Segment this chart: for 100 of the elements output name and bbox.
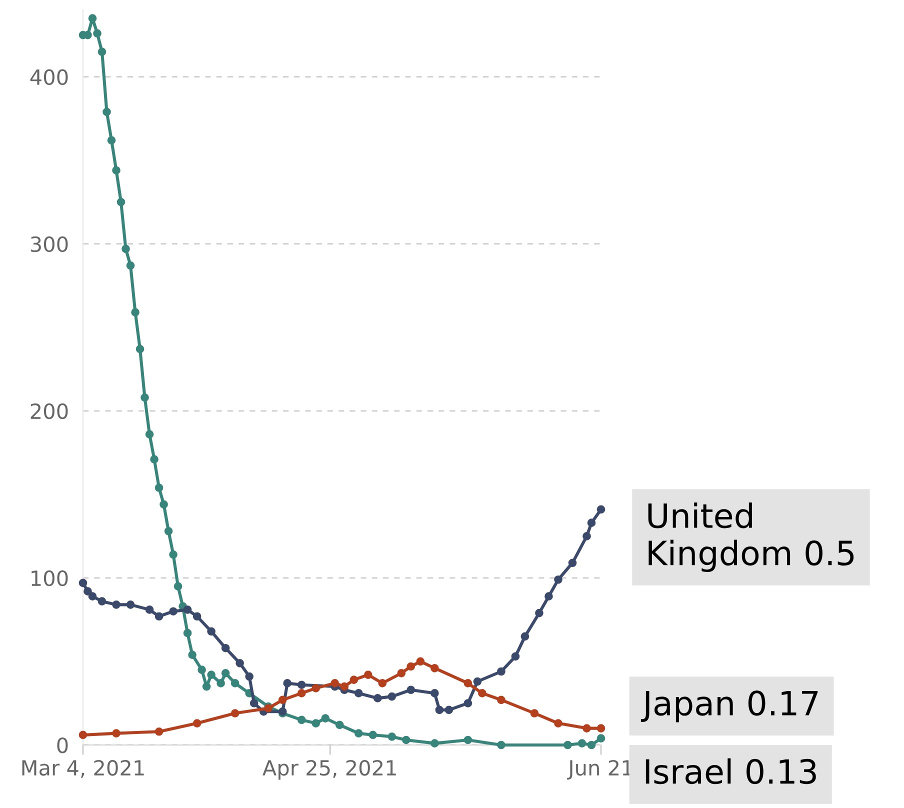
point: [183, 628, 192, 638]
point: [497, 667, 506, 676]
point: [402, 736, 410, 744]
point: [202, 682, 211, 691]
point: [568, 558, 577, 568]
point: [578, 739, 586, 748]
point: [297, 680, 306, 690]
point: [107, 136, 116, 144]
y-tick-label: 100: [32, 570, 68, 586]
point: [388, 732, 396, 741]
point: [430, 664, 439, 672]
point: [520, 632, 530, 641]
point: [169, 550, 178, 559]
annotation: Israel 0.13: [646, 758, 816, 784]
point: [464, 699, 472, 708]
point: [207, 627, 216, 636]
point: [544, 592, 553, 600]
point: [188, 650, 196, 659]
point: [78, 578, 88, 588]
y-tick-label: 0: [57, 737, 68, 754]
point: [378, 679, 387, 688]
point: [368, 730, 378, 740]
point: [511, 652, 520, 661]
point: [230, 679, 240, 688]
point: [373, 694, 382, 702]
annotation: United Kingdom 0.5: [648, 502, 854, 572]
point: [145, 430, 154, 438]
point: [88, 592, 97, 600]
point: [126, 600, 135, 609]
point: [297, 716, 306, 724]
point: [596, 505, 606, 514]
point: [236, 658, 244, 668]
point: [192, 719, 202, 728]
point: [435, 706, 444, 714]
point: [160, 500, 168, 509]
point: [430, 739, 439, 748]
point: [250, 699, 258, 708]
point: [554, 575, 562, 584]
point: [102, 108, 111, 116]
y-tick-label: 400: [30, 69, 68, 86]
point: [330, 679, 340, 688]
point: [535, 608, 544, 618]
point: [145, 606, 154, 614]
point: [473, 677, 482, 686]
point: [93, 29, 102, 38]
point: [444, 706, 454, 714]
point: [154, 612, 164, 621]
point: [126, 261, 135, 270]
point: [131, 308, 140, 317]
point: [464, 736, 472, 744]
x-tick-label: Apr 25, 2021: [262, 760, 396, 780]
point: [154, 727, 164, 736]
x-tick-label: Mar 4, 2021: [22, 760, 144, 778]
point: [140, 393, 149, 402]
point: [150, 455, 158, 464]
point: [198, 666, 206, 674]
point: [283, 679, 292, 688]
point: [221, 669, 230, 678]
point: [406, 686, 416, 694]
point: [340, 682, 349, 691]
point: [497, 740, 506, 750]
point: [136, 344, 144, 354]
point: [98, 48, 106, 56]
point: [464, 679, 472, 688]
point: [478, 689, 486, 698]
point: [430, 689, 439, 698]
point: [116, 198, 126, 206]
point: [245, 672, 254, 681]
point: [169, 607, 178, 616]
point: [397, 669, 406, 678]
point: [554, 719, 562, 728]
point: [122, 244, 130, 254]
point: [98, 597, 106, 606]
point: [416, 657, 425, 666]
point: [354, 689, 363, 698]
point: [321, 714, 330, 722]
point: [596, 724, 606, 732]
point: [112, 729, 120, 738]
point: [350, 676, 358, 684]
point: [207, 670, 216, 680]
point: [192, 612, 202, 621]
y-tick-label: 200: [30, 403, 68, 420]
point: [154, 484, 164, 492]
point: [364, 670, 372, 680]
annotation: Japan 0.17: [640, 690, 818, 722]
point: [582, 532, 591, 540]
point: [596, 734, 606, 742]
point: [530, 709, 539, 718]
point: [278, 696, 287, 704]
point: [406, 662, 416, 671]
point: [564, 740, 572, 750]
y-tick-label: 300: [30, 236, 68, 252]
point: [388, 692, 396, 701]
x-tick-label: Jun 21: [567, 760, 632, 780]
point: [174, 582, 182, 590]
point: [297, 689, 306, 698]
point: [587, 740, 596, 750]
point: [312, 719, 320, 728]
point: [112, 600, 120, 609]
point: [84, 587, 92, 596]
